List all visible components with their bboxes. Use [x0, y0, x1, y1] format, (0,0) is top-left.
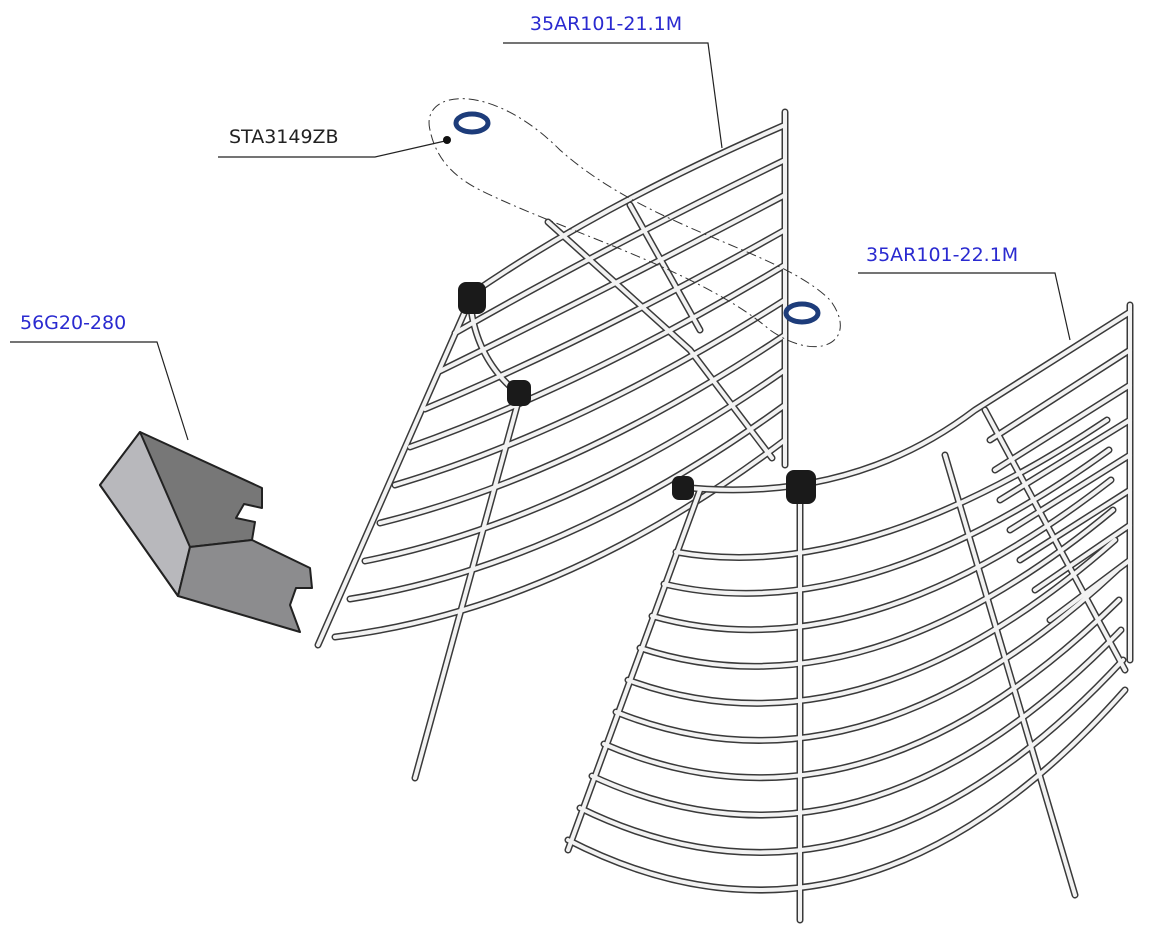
cage-right-outline — [568, 305, 1130, 920]
callout-label: 35AR101-21.1M — [530, 13, 682, 35]
leader-line — [10, 342, 188, 440]
bracket — [100, 432, 312, 632]
cage-left-outline — [318, 112, 785, 778]
callout-label: 56G20-280 — [20, 312, 126, 334]
washer — [456, 114, 488, 132]
washer — [786, 304, 818, 322]
callout-label: STA3149ZB — [229, 126, 339, 148]
leader-line — [503, 43, 722, 148]
assembly-drawing: 35AR101-21.1M STA3149ZB 35AR101-22.1M 56… — [0, 0, 1157, 925]
cage-left — [318, 112, 785, 778]
leader-line — [858, 273, 1070, 340]
callout-label: 35AR101-22.1M — [866, 244, 1018, 266]
leader-dot — [443, 136, 451, 144]
